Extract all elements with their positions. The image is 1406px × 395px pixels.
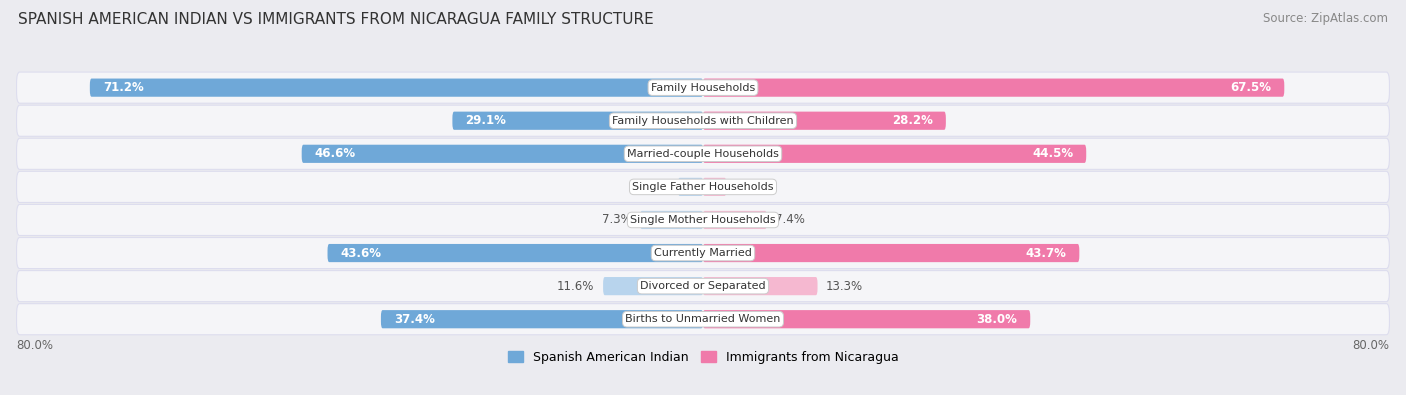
Text: SPANISH AMERICAN INDIAN VS IMMIGRANTS FROM NICARAGUA FAMILY STRUCTURE: SPANISH AMERICAN INDIAN VS IMMIGRANTS FR…	[18, 12, 654, 27]
FancyBboxPatch shape	[17, 205, 1389, 235]
Text: Single Father Households: Single Father Households	[633, 182, 773, 192]
Text: 46.6%: 46.6%	[315, 147, 356, 160]
FancyBboxPatch shape	[17, 72, 1389, 103]
Text: 38.0%: 38.0%	[976, 313, 1018, 326]
Text: Single Mother Households: Single Mother Households	[630, 215, 776, 225]
FancyBboxPatch shape	[381, 310, 703, 328]
Legend: Spanish American Indian, Immigrants from Nicaragua: Spanish American Indian, Immigrants from…	[508, 351, 898, 364]
Text: 13.3%: 13.3%	[827, 280, 863, 293]
Text: 2.7%: 2.7%	[735, 181, 765, 194]
FancyBboxPatch shape	[90, 79, 703, 97]
FancyBboxPatch shape	[678, 178, 703, 196]
FancyBboxPatch shape	[703, 145, 1087, 163]
Text: 11.6%: 11.6%	[557, 280, 595, 293]
FancyBboxPatch shape	[703, 79, 1284, 97]
Text: Family Households: Family Households	[651, 83, 755, 93]
Text: 28.2%: 28.2%	[891, 114, 934, 127]
Text: Currently Married: Currently Married	[654, 248, 752, 258]
Text: 7.3%: 7.3%	[602, 213, 631, 226]
FancyBboxPatch shape	[328, 244, 703, 262]
FancyBboxPatch shape	[17, 271, 1389, 302]
Text: Married-couple Households: Married-couple Households	[627, 149, 779, 159]
Text: 7.4%: 7.4%	[775, 213, 806, 226]
Text: 43.7%: 43.7%	[1025, 246, 1066, 260]
Text: 2.9%: 2.9%	[640, 181, 669, 194]
FancyBboxPatch shape	[302, 145, 703, 163]
Text: 43.6%: 43.6%	[340, 246, 381, 260]
Text: 80.0%: 80.0%	[1353, 339, 1389, 352]
FancyBboxPatch shape	[703, 310, 1031, 328]
FancyBboxPatch shape	[17, 304, 1389, 335]
FancyBboxPatch shape	[17, 138, 1389, 169]
Text: Family Households with Children: Family Households with Children	[612, 116, 794, 126]
FancyBboxPatch shape	[17, 171, 1389, 202]
Text: 67.5%: 67.5%	[1230, 81, 1271, 94]
FancyBboxPatch shape	[703, 211, 766, 229]
FancyBboxPatch shape	[17, 237, 1389, 269]
Text: Births to Unmarried Women: Births to Unmarried Women	[626, 314, 780, 324]
FancyBboxPatch shape	[703, 244, 1080, 262]
FancyBboxPatch shape	[640, 211, 703, 229]
Text: Divorced or Separated: Divorced or Separated	[640, 281, 766, 291]
FancyBboxPatch shape	[453, 112, 703, 130]
Text: 29.1%: 29.1%	[465, 114, 506, 127]
FancyBboxPatch shape	[17, 105, 1389, 136]
FancyBboxPatch shape	[703, 178, 727, 196]
FancyBboxPatch shape	[703, 277, 817, 295]
Text: 71.2%: 71.2%	[103, 81, 143, 94]
FancyBboxPatch shape	[603, 277, 703, 295]
Text: 37.4%: 37.4%	[394, 313, 434, 326]
Text: Source: ZipAtlas.com: Source: ZipAtlas.com	[1263, 12, 1388, 25]
Text: 44.5%: 44.5%	[1032, 147, 1073, 160]
Text: 80.0%: 80.0%	[17, 339, 53, 352]
FancyBboxPatch shape	[703, 112, 946, 130]
